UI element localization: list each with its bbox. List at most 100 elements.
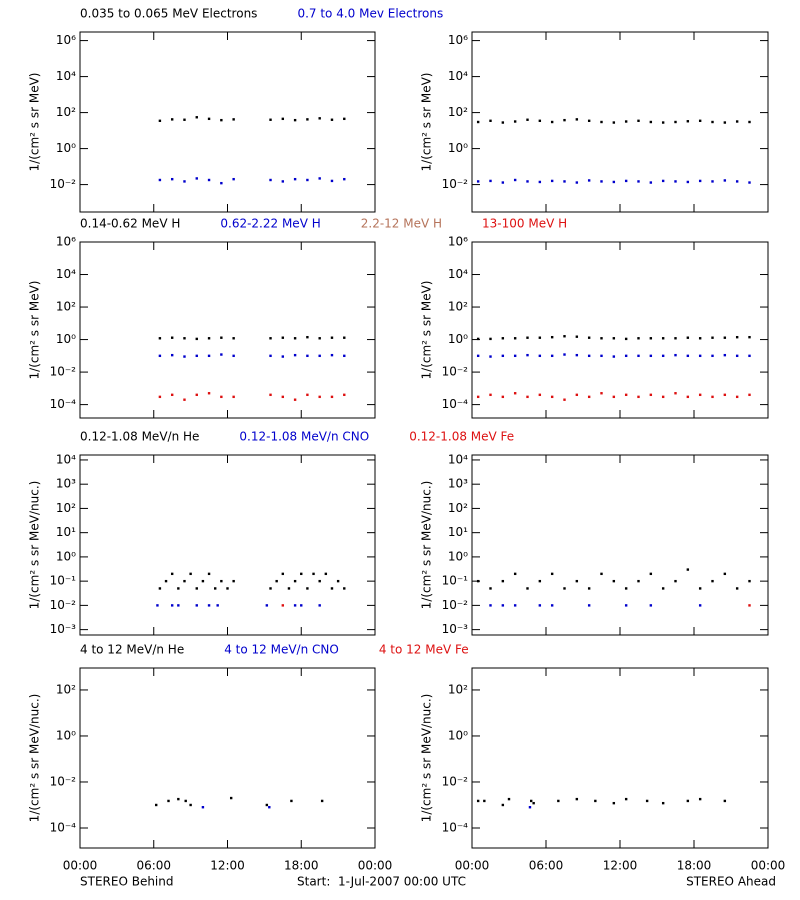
data-point bbox=[649, 393, 653, 397]
y-tick-label: 10⁴ bbox=[448, 452, 468, 466]
data-point bbox=[177, 797, 180, 801]
y-tick-label: 10⁻¹ bbox=[442, 574, 469, 588]
data-point bbox=[698, 337, 702, 340]
data-point bbox=[587, 587, 591, 590]
x-tick-label: 00:00 bbox=[751, 859, 786, 873]
legend-entry: 13-100 MeV H bbox=[482, 217, 567, 231]
data-point bbox=[232, 395, 235, 399]
data-point bbox=[195, 337, 198, 341]
data-point bbox=[220, 579, 223, 583]
data-point bbox=[661, 395, 665, 399]
data-point bbox=[686, 180, 690, 184]
data-point bbox=[735, 354, 739, 358]
data-point bbox=[723, 799, 727, 803]
data-point bbox=[269, 178, 272, 182]
data-point bbox=[158, 337, 162, 340]
y-tick-label: 10⁻³ bbox=[50, 622, 77, 636]
data-point bbox=[563, 335, 566, 338]
data-point bbox=[723, 179, 727, 182]
legend-entry: 0.7 to 4.0 Mev Electrons bbox=[297, 7, 443, 21]
data-point bbox=[476, 337, 480, 341]
data-point bbox=[723, 353, 727, 357]
y-tick-label: 10⁰ bbox=[56, 332, 76, 346]
footer-right: STEREO Ahead bbox=[686, 875, 776, 889]
data-point bbox=[686, 395, 690, 399]
data-point bbox=[624, 587, 628, 590]
data-point bbox=[600, 337, 603, 340]
data-point bbox=[575, 797, 579, 801]
y-axis-label: 1/(cm² s sr MeV) bbox=[420, 281, 434, 380]
data-point bbox=[195, 116, 198, 119]
data-point bbox=[177, 587, 180, 590]
data-point bbox=[216, 604, 219, 607]
data-point bbox=[538, 119, 542, 122]
data-point bbox=[624, 120, 628, 123]
y-tick-label: 10⁰ bbox=[448, 549, 468, 563]
data-point bbox=[306, 335, 309, 339]
data-point bbox=[158, 119, 162, 122]
data-point bbox=[489, 119, 492, 122]
data-point bbox=[501, 604, 505, 607]
data-point bbox=[575, 393, 579, 397]
data-point bbox=[600, 120, 603, 124]
y-tick-label: 10⁴ bbox=[56, 267, 76, 281]
data-point bbox=[735, 587, 739, 590]
data-point bbox=[207, 337, 211, 340]
data-point bbox=[748, 181, 751, 184]
data-point bbox=[183, 355, 186, 358]
data-point bbox=[649, 572, 653, 576]
y-tick-label: 10⁶ bbox=[448, 33, 468, 47]
data-point bbox=[195, 587, 198, 590]
data-point bbox=[528, 806, 532, 809]
data-point bbox=[343, 177, 346, 181]
x-tick-label: 00:00 bbox=[63, 859, 98, 873]
data-point bbox=[269, 587, 272, 590]
data-point bbox=[501, 121, 505, 124]
data-point bbox=[177, 604, 180, 607]
data-point bbox=[674, 180, 677, 183]
data-point bbox=[158, 178, 162, 182]
data-point bbox=[526, 587, 529, 590]
data-point bbox=[711, 395, 714, 399]
data-point bbox=[557, 799, 560, 803]
footer-center: Start: 1-Jul-2007 00:00 UTC bbox=[297, 875, 466, 889]
data-point bbox=[269, 393, 272, 397]
y-tick-label: 10⁻¹ bbox=[50, 574, 77, 588]
y-tick-label: 10² bbox=[56, 501, 76, 515]
data-point bbox=[483, 799, 486, 803]
data-point bbox=[698, 393, 702, 397]
data-point bbox=[711, 579, 714, 583]
data-point bbox=[649, 354, 653, 358]
data-point bbox=[489, 587, 492, 590]
data-point bbox=[748, 120, 751, 124]
data-point bbox=[735, 120, 739, 123]
data-point bbox=[649, 604, 653, 607]
data-point bbox=[649, 337, 653, 340]
data-point bbox=[290, 799, 293, 803]
data-point bbox=[293, 398, 297, 401]
data-point bbox=[501, 803, 505, 807]
data-point bbox=[183, 398, 186, 401]
data-point bbox=[489, 393, 492, 397]
data-point bbox=[674, 579, 677, 583]
data-point bbox=[530, 799, 533, 803]
legend-entry: 0.12-1.08 MeV/n CNO bbox=[239, 430, 369, 444]
data-point bbox=[330, 395, 334, 399]
data-point bbox=[600, 180, 603, 183]
plot-frame bbox=[79, 31, 376, 213]
data-point bbox=[661, 587, 665, 590]
plot-frame bbox=[79, 241, 376, 419]
data-point bbox=[476, 354, 480, 358]
data-point bbox=[624, 354, 628, 358]
data-point bbox=[489, 355, 492, 358]
data-point bbox=[526, 336, 529, 339]
data-point bbox=[637, 395, 640, 399]
data-point bbox=[275, 579, 278, 583]
y-tick-label: 10⁻² bbox=[50, 177, 77, 191]
data-point bbox=[649, 120, 653, 124]
data-point bbox=[164, 579, 168, 583]
data-point bbox=[306, 118, 309, 121]
data-point bbox=[183, 337, 186, 340]
y-tick-label: 10⁰ bbox=[448, 728, 468, 742]
data-point bbox=[612, 337, 616, 340]
